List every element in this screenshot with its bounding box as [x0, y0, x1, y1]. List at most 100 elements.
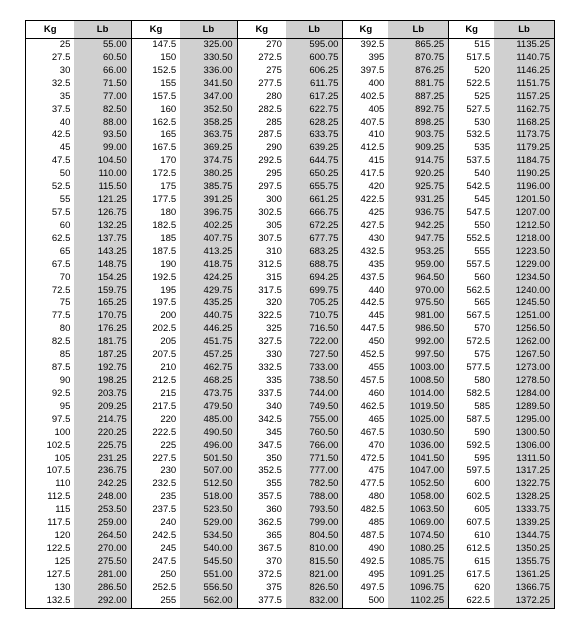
cell-lb: 683.25	[286, 246, 342, 259]
cell-lb: 451.75	[180, 336, 236, 349]
table-row: 425936.75	[343, 207, 448, 220]
cell-lb: 562.00	[180, 595, 236, 608]
cell-kg: 82.5	[26, 336, 74, 349]
table-row: 345760.50	[238, 427, 343, 440]
cell-lb: 1251.00	[494, 310, 554, 323]
cell-lb: 688.75	[286, 259, 342, 272]
table-row: 185407.75	[132, 233, 237, 246]
table-row: 280617.25	[238, 91, 343, 104]
header-kg: Kg	[343, 21, 388, 39]
table-row: 415914.75	[343, 155, 448, 168]
cell-kg: 397.5	[343, 65, 388, 78]
cell-lb: 661.25	[286, 194, 342, 207]
table-row: 5401190.25	[449, 168, 554, 181]
table-row: 6151355.75	[449, 556, 554, 569]
cell-kg: 217.5	[132, 401, 180, 414]
cell-kg: 310	[238, 246, 286, 259]
cell-kg: 97.5	[26, 414, 74, 427]
cell-kg: 427.5	[343, 220, 388, 233]
cell-lb: 181.75	[74, 336, 130, 349]
table-row: 172.5380.25	[132, 168, 237, 181]
cell-kg: 332.5	[238, 362, 286, 375]
cell-kg: 475	[343, 465, 388, 478]
table-row: 157.5347.00	[132, 91, 237, 104]
cell-kg: 67.5	[26, 259, 74, 272]
cell-kg: 322.5	[238, 310, 286, 323]
cell-lb: 727.50	[286, 349, 342, 362]
table-row: 557.51229.00	[449, 259, 554, 272]
cell-lb: 1179.25	[494, 142, 554, 155]
cell-lb: 799.00	[286, 517, 342, 530]
table-row: 330727.50	[238, 349, 343, 362]
cell-kg: 65	[26, 246, 74, 259]
cell-kg: 62.5	[26, 233, 74, 246]
cell-kg: 420	[343, 181, 388, 194]
cell-lb: 975.50	[388, 297, 448, 310]
cell-kg: 192.5	[132, 272, 180, 285]
cell-lb: 154.25	[74, 272, 130, 285]
cell-kg: 500	[343, 595, 388, 608]
table-row: 437.5964.50	[343, 272, 448, 285]
cell-lb: 1284.00	[494, 388, 554, 401]
table-row: 477.51052.50	[343, 478, 448, 491]
table-row: 4951091.25	[343, 569, 448, 582]
cell-lb: 672.25	[286, 220, 342, 233]
table-row: 442.5975.50	[343, 297, 448, 310]
cell-lb: 970.00	[388, 285, 448, 298]
table-row: 285628.25	[238, 117, 343, 130]
cell-lb: 981.00	[388, 310, 448, 323]
cell-lb: 1190.25	[494, 168, 554, 181]
cell-kg: 197.5	[132, 297, 180, 310]
cell-lb: 826.50	[286, 582, 342, 595]
cell-kg: 410	[343, 129, 388, 142]
cell-lb: 187.25	[74, 349, 130, 362]
cell-kg: 570	[449, 323, 494, 336]
cell-kg: 537.5	[449, 155, 494, 168]
cell-kg: 235	[132, 491, 180, 504]
cell-kg: 372.5	[238, 569, 286, 582]
cell-lb: 1074.50	[388, 530, 448, 543]
cell-lb: 501.50	[180, 453, 236, 466]
table-row: 350771.50	[238, 453, 343, 466]
cell-kg: 422.5	[343, 194, 388, 207]
cell-kg: 522.5	[449, 78, 494, 91]
table-row: 252.5556.50	[132, 582, 237, 595]
table-row: 537.51184.75	[449, 155, 554, 168]
cell-kg: 317.5	[238, 285, 286, 298]
table-row: 160352.50	[132, 104, 237, 117]
cell-kg: 565	[449, 297, 494, 310]
cell-lb: 275.50	[74, 556, 130, 569]
cell-lb: 694.25	[286, 272, 342, 285]
table-row: 112.5248.00	[26, 491, 131, 504]
cell-kg: 542.5	[449, 181, 494, 194]
cell-lb: 705.25	[286, 297, 342, 310]
table-row: 150330.50	[132, 52, 237, 65]
cell-lb: 1218.00	[494, 233, 554, 246]
table-row: 245540.00	[132, 543, 237, 556]
cell-lb: 374.75	[180, 155, 236, 168]
header-kg: Kg	[132, 21, 180, 39]
cell-lb: 479.50	[180, 401, 236, 414]
table-row: 177.5391.25	[132, 194, 237, 207]
cell-kg: 182.5	[132, 220, 180, 233]
cell-kg: 245	[132, 543, 180, 556]
table-row: 430947.75	[343, 233, 448, 246]
cell-lb: 903.75	[388, 129, 448, 142]
table-row: 300661.25	[238, 194, 343, 207]
cell-lb: 1223.50	[494, 246, 554, 259]
table-row: 225496.00	[132, 440, 237, 453]
table-row: 340749.50	[238, 401, 343, 414]
cell-lb: 132.25	[74, 220, 130, 233]
cell-kg: 617.5	[449, 569, 494, 582]
table-row: 230507.00	[132, 465, 237, 478]
cell-kg: 342.5	[238, 414, 286, 427]
cell-kg: 592.5	[449, 440, 494, 453]
cell-kg: 37.5	[26, 104, 74, 117]
cell-kg: 487.5	[343, 530, 388, 543]
cell-kg: 477.5	[343, 478, 388, 491]
cell-lb: 1207.00	[494, 207, 554, 220]
cell-lb: 358.25	[180, 117, 236, 130]
table-row: 462.51019.50	[343, 401, 448, 414]
cell-kg: 600	[449, 478, 494, 491]
table-row: 307.5677.75	[238, 233, 343, 246]
